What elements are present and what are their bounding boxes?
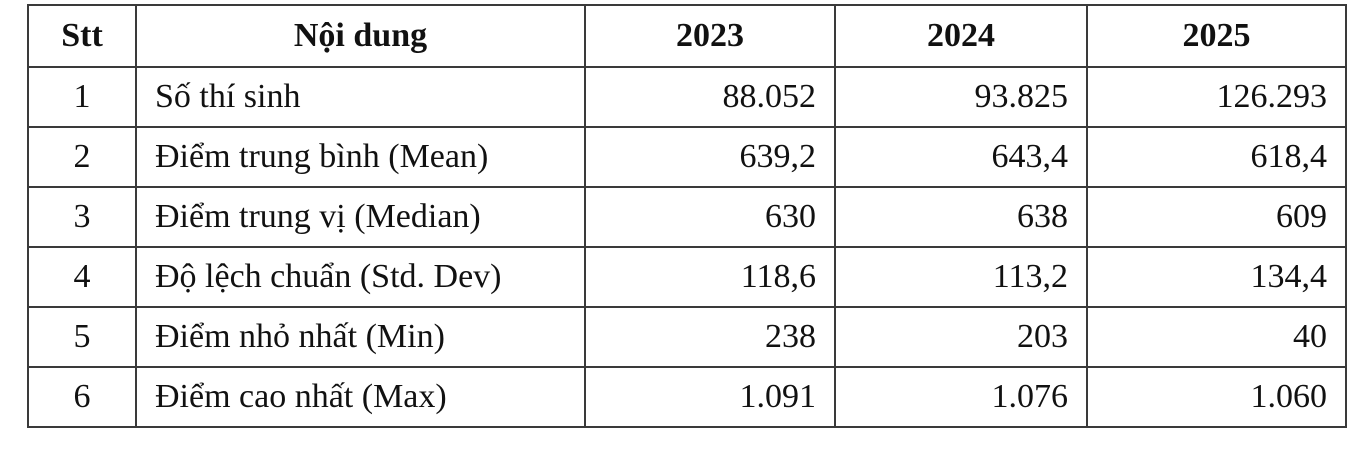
table-row: 5 Điểm nhỏ nhất (Min) 238 203 40 <box>27 306 1347 368</box>
row-label: Độ lệch chuẩn (Std. Dev) <box>135 246 586 308</box>
value-2023: 88.052 <box>584 66 836 128</box>
table-row: 3 Điểm trung vị (Median) 630 638 609 <box>27 186 1347 248</box>
row-number: 3 <box>27 186 137 248</box>
value-2023: 118,6 <box>584 246 836 308</box>
value-2025: 126.293 <box>1086 66 1347 128</box>
value-2023: 630 <box>584 186 836 248</box>
value-2025: 1.060 <box>1086 366 1347 428</box>
header-year-2025: 2025 <box>1086 4 1347 68</box>
row-number: 5 <box>27 306 137 368</box>
row-label: Điểm trung vị (Median) <box>135 186 586 248</box>
value-2024: 1.076 <box>834 366 1088 428</box>
row-number: 1 <box>27 66 137 128</box>
header-stt: Stt <box>27 4 137 68</box>
row-label: Điểm cao nhất (Max) <box>135 366 586 428</box>
header-year-2023: 2023 <box>584 4 836 68</box>
table-row: 4 Độ lệch chuẩn (Std. Dev) 118,6 113,2 1… <box>27 246 1347 308</box>
table-header-row: Stt Nội dung 2023 2024 2025 <box>27 4 1347 68</box>
row-number: 4 <box>27 246 137 308</box>
value-2023: 1.091 <box>584 366 836 428</box>
value-2025: 40 <box>1086 306 1347 368</box>
value-2025: 609 <box>1086 186 1347 248</box>
row-number: 2 <box>27 126 137 188</box>
statistics-table: Stt Nội dung 2023 2024 2025 1 Số thí sin… <box>27 4 1347 428</box>
row-label: Điểm nhỏ nhất (Min) <box>135 306 586 368</box>
value-2023: 238 <box>584 306 836 368</box>
header-year-2024: 2024 <box>834 4 1088 68</box>
header-content: Nội dung <box>135 4 586 68</box>
value-2024: 113,2 <box>834 246 1088 308</box>
value-2023: 639,2 <box>584 126 836 188</box>
row-label: Số thí sinh <box>135 66 586 128</box>
row-label: Điểm trung bình (Mean) <box>135 126 586 188</box>
value-2024: 643,4 <box>834 126 1088 188</box>
row-number: 6 <box>27 366 137 428</box>
value-2025: 618,4 <box>1086 126 1347 188</box>
table-row: 2 Điểm trung bình (Mean) 639,2 643,4 618… <box>27 126 1347 188</box>
value-2024: 203 <box>834 306 1088 368</box>
value-2024: 638 <box>834 186 1088 248</box>
value-2025: 134,4 <box>1086 246 1347 308</box>
table-row: 1 Số thí sinh 88.052 93.825 126.293 <box>27 66 1347 128</box>
table-row: 6 Điểm cao nhất (Max) 1.091 1.076 1.060 <box>27 366 1347 428</box>
value-2024: 93.825 <box>834 66 1088 128</box>
